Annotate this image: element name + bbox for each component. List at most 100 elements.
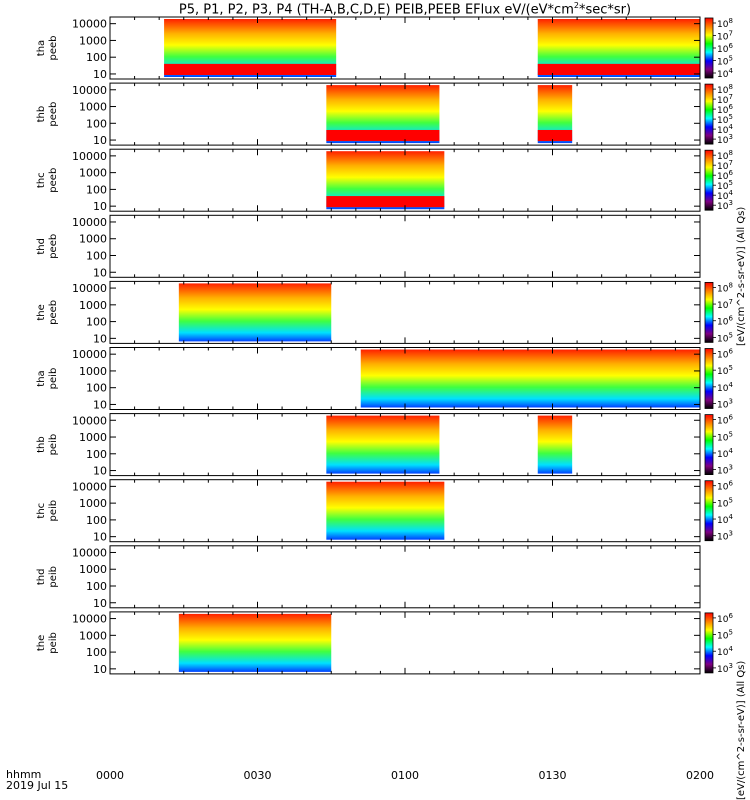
panel-tha-peib: 10 100 1000 10000 tha peib 106 105 104 103 [36, 347, 733, 411]
colorbar-tick-exponent: 4 [728, 189, 733, 197]
colorbar-tick-label: 108 [717, 281, 733, 294]
colorbar-tick-exponent: 6 [728, 103, 733, 111]
y-tick-label: 10000 [72, 613, 107, 626]
y-tick-label: 10 [93, 134, 107, 147]
y-tick-label: 10000 [72, 414, 107, 427]
y-tick-label: 10 [93, 332, 107, 345]
colorbar-tick-exponent: 5 [728, 179, 732, 187]
y-tick-label: 100 [86, 646, 107, 659]
x-axis-label-date: 2019 Jul 15 [6, 779, 69, 792]
y-tick-label: 1000 [79, 431, 107, 444]
colorbar-tick-exponent: 4 [728, 381, 733, 389]
colorbar-tick-label: 103 [717, 530, 733, 543]
colorbar-tick-label: 106 [717, 315, 733, 328]
colorbar-tick-exponent: 5 [728, 496, 732, 504]
colorbar-tick-exponent: 6 [728, 612, 733, 620]
colorbar-tick-label: 105 [717, 55, 733, 68]
colorbar-tick-exponent: 4 [728, 513, 733, 521]
colorbar-tick-label: 108 [717, 17, 733, 30]
panel-label-probe: thd [36, 568, 47, 585]
y-tick-label: 100 [86, 51, 107, 64]
panel-label-probe: the [36, 635, 47, 651]
y-tick-label: 10 [93, 200, 107, 213]
colorbar-tick-exponent: 8 [728, 149, 732, 157]
colorbar-tick-exponent: 3 [728, 133, 732, 141]
colorbar-tick-exponent: 5 [728, 430, 732, 438]
colorbar-tick-label: 104 [717, 447, 733, 460]
x-tick-label: 0100 [391, 769, 419, 782]
colorbar-tick-exponent: 3 [728, 199, 732, 207]
colorbar-tick-label: 105 [717, 430, 733, 443]
colorbar [704, 149, 714, 211]
title-sup: 2 [573, 1, 579, 10]
colorbar-tick-exponent: 6 [728, 414, 733, 422]
colorbar-tick-exponent: 3 [728, 662, 732, 670]
colorbar-tick-label: 107 [717, 30, 733, 43]
x-tick-label: 0200 [686, 769, 714, 782]
y-tick-label: 10000 [72, 216, 107, 229]
panel-label-probe: thc [36, 172, 47, 188]
x-tick-label: 0000 [96, 769, 124, 782]
y-tick-label: 1000 [79, 233, 107, 246]
colorbar [704, 83, 714, 145]
spectrogram-block [178, 613, 332, 672]
y-tick-label: 10 [93, 68, 107, 81]
colorbar-tick-exponent: 5 [728, 55, 732, 63]
panel-label-probe: tha [36, 370, 47, 386]
spectrogram-block [360, 349, 700, 408]
y-tick-label: 100 [86, 117, 107, 130]
colorbar [704, 612, 714, 674]
colorbar-tick-label: 106 [717, 480, 733, 493]
spectrogram-block [178, 283, 332, 342]
colorbar [704, 281, 714, 343]
y-tick-label: 100 [86, 249, 107, 262]
chart-title: P5, P1, P2, P3, P4 (TH-A,B,C,D,E) PEIB,P… [110, 1, 700, 17]
colorbar-tick-exponent: 4 [728, 67, 733, 75]
colorbar-tick-exponent: 8 [728, 281, 732, 289]
colorbar [704, 414, 714, 476]
y-tick-label: 1000 [79, 299, 107, 312]
low-energy-band [326, 129, 440, 142]
panel-label-probe: thc [36, 503, 47, 519]
panel-label-product: peeb [48, 36, 59, 61]
panel-thd-peib: 10 100 1000 10000 thd peib [36, 545, 701, 610]
panel-label-product: peib [48, 632, 59, 654]
colorbar-tick-exponent: 6 [728, 169, 733, 177]
panel-label-product: peib [48, 500, 59, 522]
colorbar-tick-exponent: 6 [728, 42, 733, 50]
panel-label-probe: thd [36, 238, 47, 255]
colorbar-tick-exponent: 5 [728, 629, 732, 637]
colorbar [704, 480, 714, 542]
panel-label-product: peib [48, 368, 59, 390]
colorbar [704, 348, 714, 409]
colorbar-tick-exponent: 6 [728, 348, 733, 356]
colorbar-tick-label: 104 [717, 67, 733, 80]
colorbar-title-peib: [eV/(cm^2-s-sr-eV)] (All Qs) [736, 660, 747, 800]
colorbar-tick-exponent: 8 [728, 17, 732, 25]
colorbar-tick-label: 105 [717, 331, 733, 344]
y-tick-label: 10 [93, 266, 107, 279]
low-energy-band [537, 63, 700, 75]
colorbar-tick-exponent: 3 [728, 464, 732, 472]
y-tick-label: 100 [86, 382, 107, 395]
y-tick-label: 1000 [79, 34, 107, 47]
panel-label-product: peib [48, 434, 59, 456]
colorbar-tick-label: 104 [717, 645, 733, 658]
colorbar-tick-label: 106 [717, 612, 733, 625]
y-tick-label: 10000 [72, 84, 107, 97]
y-tick-label: 10 [93, 531, 107, 544]
colorbar-tick-exponent: 7 [728, 159, 732, 167]
colorbar-tick-exponent: 5 [728, 364, 732, 372]
low-energy-band [326, 196, 445, 208]
y-tick-label: 100 [86, 448, 107, 461]
y-tick-label: 10000 [72, 348, 107, 361]
panel-label-probe: tha [36, 40, 47, 56]
panel-thd-peeb: 10 100 1000 10000 thd peeb [36, 214, 701, 279]
x-tick-label: 0030 [243, 769, 272, 782]
colorbar-tick-label: 103 [717, 464, 733, 477]
y-tick-label: 10 [93, 398, 107, 411]
y-tick-label: 1000 [79, 167, 107, 180]
